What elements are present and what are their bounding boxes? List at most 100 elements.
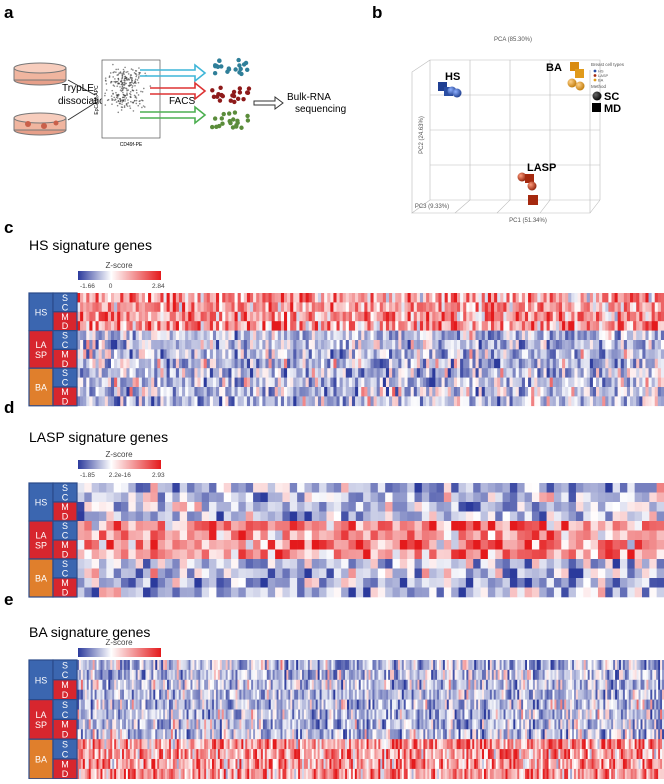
heatmap-cell	[250, 377, 254, 388]
heatmap-cell	[233, 669, 236, 681]
heatmap-cell	[238, 540, 247, 550]
heatmap-cell	[401, 679, 405, 690]
heatmap-cell	[487, 483, 496, 493]
heatmap-cell	[188, 699, 191, 710]
heatmap-cell	[209, 349, 214, 360]
heatmap-cell	[515, 311, 520, 322]
cell	[217, 58, 222, 64]
facs-dot	[120, 79, 123, 81]
heatmap-cell	[599, 679, 602, 690]
heatmap-cell	[475, 358, 479, 369]
heatmap-cell	[182, 349, 186, 360]
heatmap-cell	[356, 669, 360, 681]
heatmap-cell	[512, 311, 517, 322]
heatmap-cell	[219, 330, 223, 341]
heatmap-cell	[518, 387, 523, 397]
heatmap-cell	[613, 660, 616, 671]
heatmap-cell	[330, 293, 334, 303]
heatmap-cell	[163, 321, 167, 331]
heatmap-cell	[634, 669, 637, 681]
heatmap-cell	[404, 358, 408, 369]
heatmap-cell	[481, 387, 486, 397]
heatmap-cell	[542, 679, 545, 690]
heatmap-cell	[278, 660, 281, 671]
heatmap-cell	[276, 660, 279, 671]
heatmap-cell	[348, 311, 353, 322]
heatmap-cell	[539, 492, 547, 503]
heatmap-cell	[83, 349, 87, 360]
heatmap-cell	[473, 511, 481, 522]
heatmap-cell	[463, 293, 467, 303]
heatmap-cell	[478, 669, 481, 681]
heatmap-cell	[521, 340, 526, 350]
heatmap-cell	[444, 293, 449, 303]
heatmap-cell	[324, 358, 328, 369]
heatmap-cell	[319, 540, 327, 550]
heatmap-cell	[405, 660, 408, 671]
heatmap-cell	[531, 387, 535, 397]
heatmap-cell	[240, 293, 245, 303]
heatmap-cell	[497, 302, 501, 313]
heatmap-cell	[182, 321, 186, 331]
heatmap-cell	[222, 293, 226, 303]
heatmap-cell	[348, 321, 353, 331]
heatmap-cell	[290, 669, 293, 681]
heatmap-cell	[558, 321, 563, 331]
heatmap-cell	[321, 321, 325, 331]
heatmap-cell	[317, 387, 322, 397]
heatmap-cell	[506, 368, 510, 378]
heatmap-cell	[401, 330, 405, 341]
heatmap-cell	[133, 679, 136, 690]
heatmap-cell	[257, 679, 260, 690]
facs-dot	[139, 71, 141, 74]
heatmap-cell	[197, 302, 201, 313]
heatmap-cell	[179, 492, 188, 503]
heatmap-cell	[92, 311, 96, 322]
heatmap-cell	[599, 660, 602, 671]
heatmap-cell	[379, 311, 384, 322]
heatmap-cell	[534, 387, 538, 397]
heatmap-cell	[518, 330, 523, 341]
heatmap-cell	[382, 358, 387, 369]
heatmap-cell	[326, 578, 335, 588]
facs-dot	[122, 87, 124, 90]
heatmap-cell	[117, 302, 121, 313]
heatmap-cell	[583, 368, 588, 378]
heatmap-cell	[196, 679, 199, 690]
heatmap-cell	[157, 511, 166, 522]
heatmap-cell	[472, 669, 475, 681]
heatmap-cell	[121, 530, 129, 541]
heatmap-cell	[413, 368, 418, 378]
heatmap-cell	[377, 568, 386, 579]
heatmap-cell	[83, 293, 87, 303]
heatmap-cell	[231, 483, 239, 493]
heatmap-cell	[515, 293, 520, 303]
heatmap-cell	[345, 321, 350, 331]
heatmap-cell	[644, 689, 647, 700]
heatmap-cell	[206, 330, 211, 341]
heatmap-cell	[339, 669, 342, 681]
heatmap-cell	[454, 679, 457, 690]
heatmap-cell	[347, 679, 350, 690]
heatmap-cell	[632, 679, 635, 690]
heatmap-cell	[213, 669, 217, 681]
heatmap-cell	[104, 660, 107, 671]
heatmap-cell	[590, 549, 599, 560]
heatmap-cell	[209, 340, 214, 350]
heatmap-cell	[133, 699, 136, 710]
facs-dot	[138, 102, 141, 105]
heatmap-cell	[293, 387, 297, 397]
heatmap-cell	[213, 660, 217, 671]
heatmap-cell	[358, 368, 362, 378]
heatmap-cell	[413, 293, 418, 303]
heatmap-cell	[243, 358, 248, 369]
heatmap-cell	[642, 387, 646, 397]
heatmap-cell	[179, 540, 188, 550]
heatmap-cell	[571, 349, 575, 360]
heatmap-cell	[435, 679, 438, 690]
facs-dot	[126, 92, 128, 94]
heatmap-cell	[568, 396, 572, 407]
heatmap-cell	[212, 669, 215, 681]
facs-dot	[133, 94, 136, 97]
heatmap-cell	[622, 689, 626, 700]
